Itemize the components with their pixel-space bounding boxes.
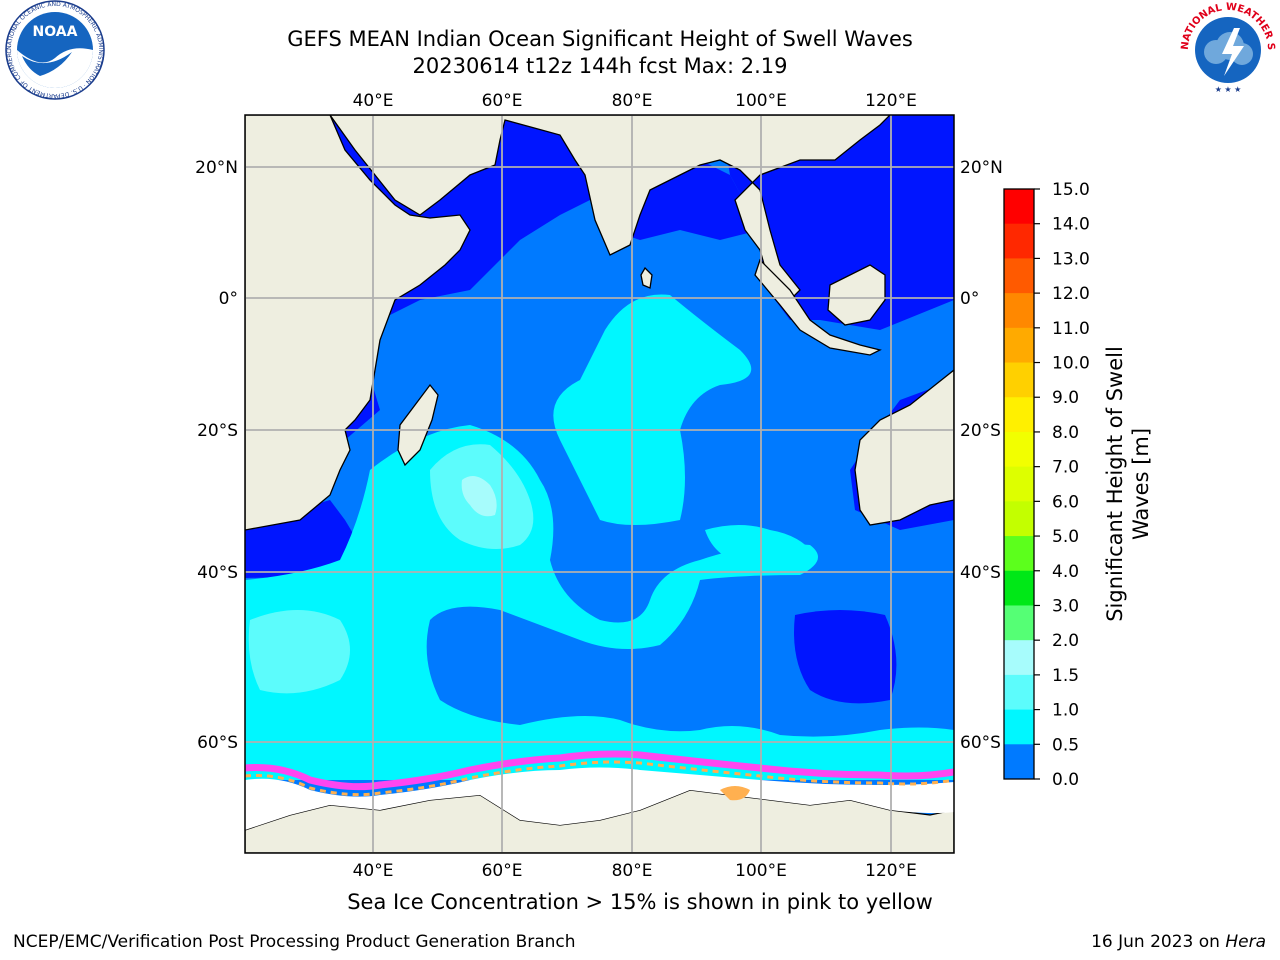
colorbar-tick-label: 13.0 bbox=[1052, 249, 1090, 269]
footer-credit: NCEP/EMC/Verification Post Processing Pr… bbox=[13, 932, 576, 952]
lat-label: 60°S bbox=[197, 733, 238, 753]
colorbar-bin bbox=[1004, 536, 1034, 572]
colorbar-tick-label: 1.5 bbox=[1052, 666, 1079, 686]
lon-label: 100°E bbox=[735, 91, 787, 111]
colorbar-tick-label: 8.0 bbox=[1052, 423, 1079, 443]
lat-label: 40°S bbox=[197, 563, 238, 583]
lat-labels-right: 20°N 0° 20°S 40°S 60°S bbox=[960, 158, 1003, 753]
colorbar-tick-label: 1.0 bbox=[1052, 701, 1079, 721]
colorbar-tick-label: 4.0 bbox=[1052, 562, 1079, 582]
nws-logo: NATIONAL WEATHER SERVICE ★ ★ ★ bbox=[1176, 0, 1276, 97]
lon-label: 60°E bbox=[482, 91, 523, 111]
land bbox=[245, 115, 954, 853]
lon-label: 100°E bbox=[735, 861, 787, 881]
sea-ice-edge bbox=[245, 750, 954, 791]
noaa-logo-text: NOAA bbox=[33, 24, 78, 40]
footer-date-text: 16 Jun 2023 on bbox=[1091, 932, 1226, 952]
colorbar-bin bbox=[1004, 466, 1034, 502]
lon-label: 80°E bbox=[612, 861, 653, 881]
colorbar-bin bbox=[1004, 640, 1034, 676]
colorbar-tick-label: 5.0 bbox=[1052, 527, 1079, 547]
colorbar-frame bbox=[1003, 188, 1035, 780]
lat-label: 0° bbox=[960, 289, 979, 309]
colorbar-bin bbox=[1004, 744, 1034, 780]
lon-label: 80°E bbox=[612, 91, 653, 111]
colorbar-tick-label: 12.0 bbox=[1052, 284, 1090, 304]
colorbar-label-line1: Significant Height of Swell bbox=[1103, 346, 1127, 622]
colorbar-bin bbox=[1004, 501, 1034, 537]
lon-label: 60°E bbox=[482, 861, 523, 881]
colorbar-bin bbox=[1004, 293, 1034, 329]
map-frame bbox=[244, 114, 955, 854]
colorbar bbox=[1004, 189, 1034, 780]
lat-label: 0° bbox=[219, 289, 238, 309]
lat-label: 20°N bbox=[195, 158, 238, 178]
colorbar-bin bbox=[1004, 258, 1034, 294]
colorbar-tick-label: 10.0 bbox=[1052, 354, 1090, 374]
colorbar-tick-label: 0.5 bbox=[1052, 735, 1079, 755]
sea-ice-note: Sea Ice Concentration > 15% is shown in … bbox=[347, 890, 933, 914]
colorbar-bin bbox=[1004, 674, 1034, 711]
colorbar-tick-label: 15.0 bbox=[1052, 180, 1090, 200]
footer-host: Hera bbox=[1225, 932, 1266, 952]
lat-label: 20°S bbox=[197, 421, 238, 441]
lon-labels-bottom: 40°E 60°E 80°E 100°E 120°E bbox=[353, 861, 917, 881]
colorbar-bin bbox=[1004, 189, 1034, 225]
colorbar-label-line2: Waves [m] bbox=[1129, 428, 1153, 540]
lon-label: 40°E bbox=[353, 861, 394, 881]
mid-swell-region bbox=[553, 294, 752, 525]
lat-label: 20°S bbox=[960, 421, 1001, 441]
colorbar-tick-label: 11.0 bbox=[1052, 319, 1090, 339]
colorbar-tick-label: 9.0 bbox=[1052, 388, 1079, 408]
colorbar-bin bbox=[1004, 605, 1034, 641]
colorbar-tick-label: 2.0 bbox=[1052, 631, 1079, 651]
svg-text:★ ★ ★: ★ ★ ★ bbox=[1215, 85, 1242, 94]
colorbar-bin bbox=[1004, 327, 1034, 364]
lon-labels-top: 40°E 60°E 80°E 100°E 120°E bbox=[353, 91, 917, 111]
lon-label: 40°E bbox=[353, 91, 394, 111]
colorbar-tick-label: 7.0 bbox=[1052, 458, 1079, 478]
colorbar-ticks: 15.0 14.0 13.0 12.0 11.0 10.0 9.0 8.0 7.0 6.0 5.0 4… bbox=[1034, 180, 1090, 790]
lon-label: 120°E bbox=[865, 861, 917, 881]
lat-label: 40°S bbox=[960, 563, 1001, 583]
chart-subtitle: 20230614 t12z 144h fcst Max: 2.19 bbox=[412, 54, 788, 78]
colorbar-tick-label: 3.0 bbox=[1052, 596, 1079, 616]
sea-ice bbox=[245, 767, 954, 830]
colorbar-bin bbox=[1004, 397, 1034, 433]
lat-label: 20°N bbox=[960, 158, 1003, 178]
colorbar-label: Significant Height of Swell Waves [m] bbox=[1103, 346, 1153, 622]
map-area bbox=[245, 115, 954, 853]
colorbar-tick-label: 0.0 bbox=[1052, 770, 1079, 790]
colorbar-bin bbox=[1004, 362, 1034, 398]
footer-date: 16 Jun 2023 on Hera bbox=[1091, 932, 1266, 952]
lat-labels-left: 20°N 0° 20°S 40°S 60°S bbox=[195, 158, 238, 753]
max-swell-region bbox=[461, 476, 497, 517]
colorbar-bin bbox=[1004, 431, 1034, 468]
chart-title: GEFS MEAN Indian Ocean Significant Heigh… bbox=[287, 27, 913, 51]
noaa-logo: NOAA NATIONAL OCEANIC AND ATMOSPHERIC AD… bbox=[0, 0, 105, 100]
lat-label: 60°S bbox=[960, 733, 1001, 753]
colorbar-bin bbox=[1004, 570, 1034, 606]
graticule bbox=[245, 115, 954, 853]
colorbar-bin bbox=[1004, 223, 1034, 259]
colorbar-bin bbox=[1004, 709, 1034, 745]
colorbar-tick-label: 6.0 bbox=[1052, 492, 1079, 512]
colorbar-tick-label: 14.0 bbox=[1052, 215, 1090, 235]
lon-label: 120°E bbox=[865, 91, 917, 111]
